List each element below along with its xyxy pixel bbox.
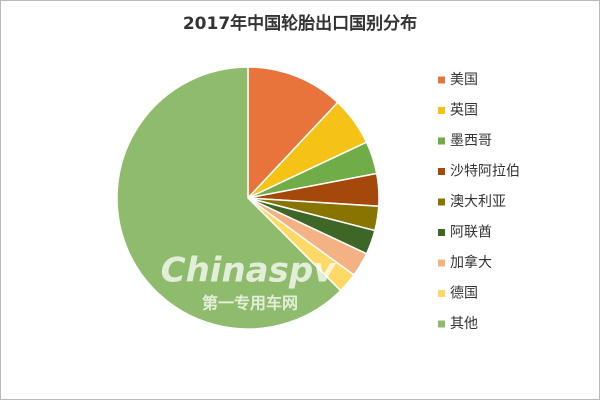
legend-label: 其他	[450, 316, 478, 332]
legend-swatch	[438, 229, 445, 236]
legend-label: 德国	[450, 286, 478, 302]
legend-label: 加拿大	[450, 254, 492, 271]
legend-swatch	[438, 168, 445, 175]
legend-label: 英国	[450, 102, 478, 119]
pie-slice	[247, 66, 339, 200]
pie	[116, 66, 380, 330]
legend-swatch	[438, 107, 445, 114]
pie-slice	[116, 66, 342, 330]
legend-label: 美国	[450, 72, 478, 88]
legend-swatch	[438, 259, 445, 267]
legend-label: 阿联酋	[450, 224, 492, 241]
legend-swatch	[438, 198, 445, 206]
legend-label: 沙特阿拉伯	[450, 164, 520, 180]
legend-swatch	[438, 320, 445, 328]
watermark: 第一专用车网	[202, 294, 298, 313]
watermark: Chinaspv	[161, 251, 338, 291]
legend-label: 澳大利亚	[450, 194, 506, 210]
legend-swatch	[438, 76, 445, 84]
legend-swatch	[438, 137, 445, 145]
chart-title: 2017年中国轮胎出口国别分布	[183, 13, 417, 34]
legend-swatch	[438, 290, 445, 297]
legend-label: 墨西哥	[450, 133, 492, 149]
